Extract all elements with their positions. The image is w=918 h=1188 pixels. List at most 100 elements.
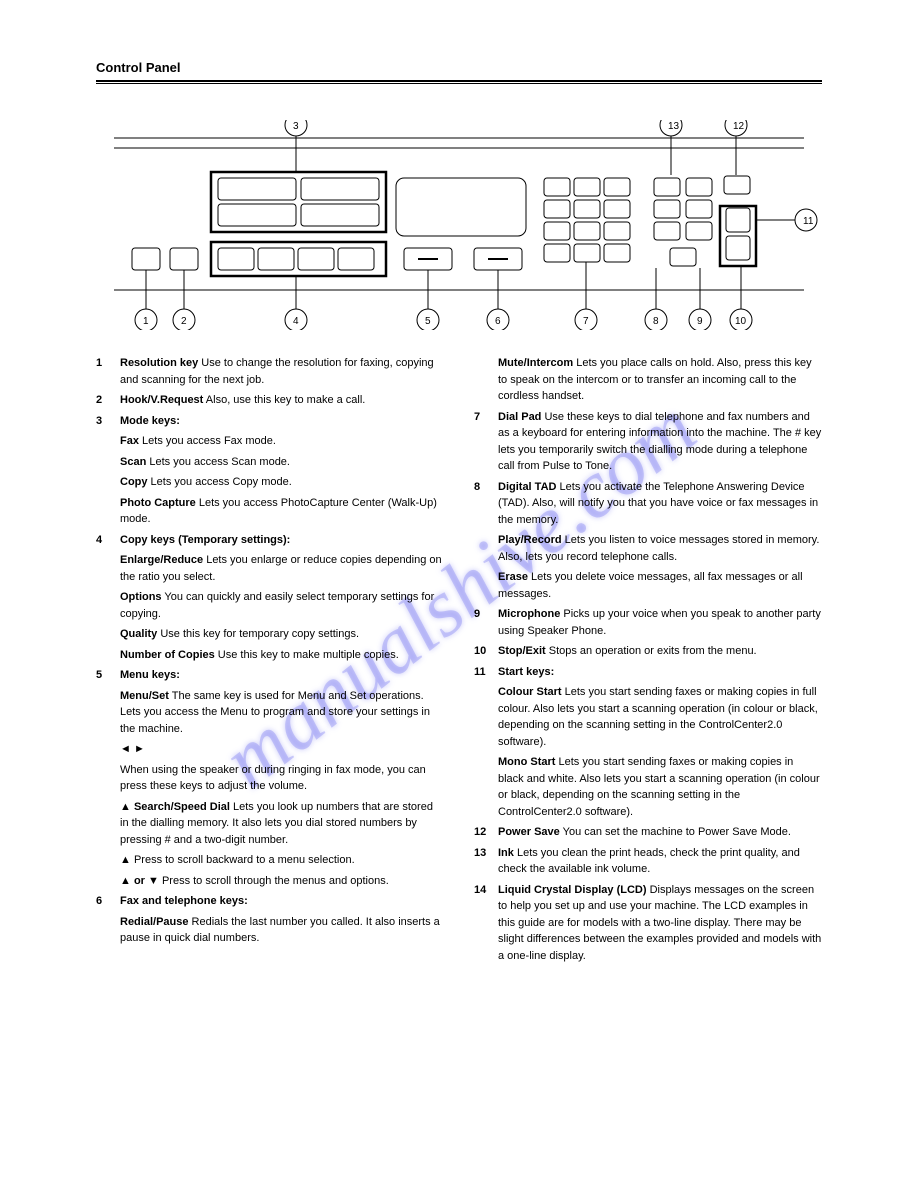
def-body: Microphone Picks up your voice when you … xyxy=(498,606,822,639)
def-body: Photo Capture Lets you access PhotoCaptu… xyxy=(120,495,444,528)
def-body: ▲ Press to scroll backward to a menu sel… xyxy=(120,852,355,869)
def-body: When using the speaker or during ringing… xyxy=(120,762,444,795)
def-body: Hook/V.Request Also, use this key to mak… xyxy=(120,392,365,409)
definition-item: 2Hook/V.Request Also, use this key to ma… xyxy=(96,392,444,409)
def-num: 11 xyxy=(474,664,498,681)
def-body: Copy Lets you access Copy mode. xyxy=(120,474,292,491)
definition-item: Quality Use this key for temporary copy … xyxy=(96,626,444,643)
definition-item: 9Microphone Picks up your voice when you… xyxy=(474,606,822,639)
svg-text:3: 3 xyxy=(293,121,299,132)
def-body: Start keys: xyxy=(498,664,554,681)
svg-text:7: 7 xyxy=(583,316,589,327)
def-num xyxy=(474,532,498,565)
def-num xyxy=(474,684,498,750)
def-body: Options You can quickly and easily selec… xyxy=(120,589,444,622)
def-body: Stop/Exit Stops an operation or exits fr… xyxy=(498,643,757,660)
definition-item: Mono Start Lets you start sending faxes … xyxy=(474,754,822,820)
def-body: Erase Lets you delete voice messages, al… xyxy=(498,569,822,602)
def-body: ▲ Search/Speed Dial Lets you look up num… xyxy=(120,799,444,849)
def-num xyxy=(96,589,120,622)
def-num: 3 xyxy=(96,413,120,430)
def-num xyxy=(96,626,120,643)
def-body: Fax and telephone keys: xyxy=(120,893,248,910)
definition-item: Photo Capture Lets you access PhotoCaptu… xyxy=(96,495,444,528)
definition-item: Menu/Set The same key is used for Menu a… xyxy=(96,688,444,738)
def-num: 8 xyxy=(474,479,498,529)
def-body: Copy keys (Temporary settings): xyxy=(120,532,290,549)
def-body: Play/Record Lets you listen to voice mes… xyxy=(498,532,822,565)
def-body: Colour Start Lets you start sending faxe… xyxy=(498,684,822,750)
def-body: Mute/Intercom Lets you place calls on ho… xyxy=(498,355,822,405)
def-body: Ink Lets you clean the print heads, chec… xyxy=(498,845,822,878)
def-num xyxy=(96,762,120,795)
def-num: 13 xyxy=(474,845,498,878)
def-body: Mono Start Lets you start sending faxes … xyxy=(498,754,822,820)
def-body: Fax Lets you access Fax mode. xyxy=(120,433,276,450)
def-num: 2 xyxy=(96,392,120,409)
def-num xyxy=(474,754,498,820)
definition-item: 5Menu keys: xyxy=(96,667,444,684)
def-num xyxy=(474,355,498,405)
def-body: Mode keys: xyxy=(120,413,180,430)
def-body: Liquid Crystal Display (LCD) Displays me… xyxy=(498,882,822,965)
svg-text:8: 8 xyxy=(653,316,659,327)
def-num: 12 xyxy=(474,824,498,841)
definition-item: Number of Copies Use this key to make mu… xyxy=(96,647,444,664)
content-definitions: 1Resolution key Use to change the resolu… xyxy=(96,355,822,964)
definition-item: Colour Start Lets you start sending faxe… xyxy=(474,684,822,750)
def-num xyxy=(96,799,120,849)
def-num: 10 xyxy=(474,643,498,660)
definition-item: Mute/Intercom Lets you place calls on ho… xyxy=(474,355,822,405)
definition-item: 12Power Save You can set the machine to … xyxy=(474,824,822,841)
co-1: 1 xyxy=(143,316,149,327)
def-num xyxy=(96,433,120,450)
definition-item: When using the speaker or during ringing… xyxy=(96,762,444,795)
def-num: 1 xyxy=(96,355,120,388)
definition-item: 13Ink Lets you clean the print heads, ch… xyxy=(474,845,822,878)
definition-item: Play/Record Lets you listen to voice mes… xyxy=(474,532,822,565)
def-num xyxy=(96,495,120,528)
definition-item: Scan Lets you access Scan mode. xyxy=(96,454,444,471)
definition-item: 7Dial Pad Use these keys to dial telepho… xyxy=(474,409,822,475)
def-body: Power Save You can set the machine to Po… xyxy=(498,824,791,841)
definition-item: Fax Lets you access Fax mode. xyxy=(96,433,444,450)
svg-text:5: 5 xyxy=(425,316,431,327)
control-panel-diagram: 13 12 11 3 xyxy=(96,120,822,330)
def-num xyxy=(96,741,120,758)
def-body: Menu/Set The same key is used for Menu a… xyxy=(120,688,444,738)
def-body: ▲ or ▼ Press to scroll through the menus… xyxy=(120,873,389,890)
svg-text:9: 9 xyxy=(697,316,703,327)
def-num xyxy=(96,914,120,947)
def-num xyxy=(96,474,120,491)
def-num xyxy=(474,569,498,602)
definition-item: Erase Lets you delete voice messages, al… xyxy=(474,569,822,602)
definition-item: ▲ Search/Speed Dial Lets you look up num… xyxy=(96,799,444,849)
header-rule-1 xyxy=(96,80,822,82)
definition-item: ▲ Press to scroll backward to a menu sel… xyxy=(96,852,444,869)
definition-item: ◄ ► xyxy=(96,741,444,758)
svg-text:10: 10 xyxy=(735,316,747,327)
def-body: Dial Pad Use these keys to dial telephon… xyxy=(498,409,822,475)
definition-item: 10Stop/Exit Stops an operation or exits … xyxy=(474,643,822,660)
header-rule-2 xyxy=(96,83,822,84)
definition-item: Options You can quickly and easily selec… xyxy=(96,589,444,622)
definition-item: 6Fax and telephone keys: xyxy=(96,893,444,910)
def-num: 7 xyxy=(474,409,498,475)
def-body: Digital TAD Lets you activate the Teleph… xyxy=(498,479,822,529)
def-num: 6 xyxy=(96,893,120,910)
definition-item: 14Liquid Crystal Display (LCD) Displays … xyxy=(474,882,822,965)
def-num xyxy=(96,688,120,738)
def-num: 14 xyxy=(474,882,498,965)
def-num xyxy=(96,647,120,664)
definition-item: Copy Lets you access Copy mode. xyxy=(96,474,444,491)
definition-item: 8Digital TAD Lets you activate the Telep… xyxy=(474,479,822,529)
def-num: 4 xyxy=(96,532,120,549)
def-body: Scan Lets you access Scan mode. xyxy=(120,454,290,471)
def-body: ◄ ► xyxy=(120,741,145,758)
def-body: Menu keys: xyxy=(120,667,180,684)
def-body: Redial/Pause Redials the last number you… xyxy=(120,914,444,947)
def-num xyxy=(96,454,120,471)
def-body: Number of Copies Use this key to make mu… xyxy=(120,647,399,664)
svg-text:13: 13 xyxy=(668,121,680,132)
def-num: 5 xyxy=(96,667,120,684)
